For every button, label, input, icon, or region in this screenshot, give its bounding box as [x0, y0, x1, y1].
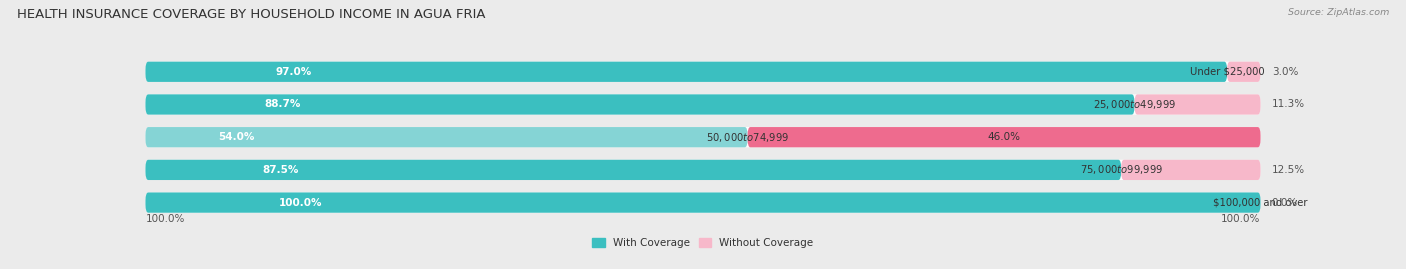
Text: 87.5%: 87.5%	[263, 165, 299, 175]
FancyBboxPatch shape	[145, 62, 1227, 82]
Text: $75,000 to $99,999: $75,000 to $99,999	[1080, 163, 1163, 176]
FancyBboxPatch shape	[145, 192, 1261, 213]
FancyBboxPatch shape	[145, 127, 748, 147]
Text: Under $25,000: Under $25,000	[1189, 67, 1264, 77]
FancyBboxPatch shape	[1121, 160, 1261, 180]
Text: 0.0%: 0.0%	[1271, 198, 1298, 208]
FancyBboxPatch shape	[1227, 62, 1261, 82]
FancyBboxPatch shape	[145, 160, 1121, 180]
FancyBboxPatch shape	[145, 160, 1261, 180]
Legend: With Coverage, Without Coverage: With Coverage, Without Coverage	[588, 234, 818, 252]
Text: HEALTH INSURANCE COVERAGE BY HOUSEHOLD INCOME IN AGUA FRIA: HEALTH INSURANCE COVERAGE BY HOUSEHOLD I…	[17, 8, 485, 21]
Text: 100.0%: 100.0%	[145, 214, 184, 224]
Text: $25,000 to $49,999: $25,000 to $49,999	[1092, 98, 1177, 111]
Text: 100.0%: 100.0%	[280, 198, 323, 208]
Text: Source: ZipAtlas.com: Source: ZipAtlas.com	[1288, 8, 1389, 17]
Text: $50,000 to $74,999: $50,000 to $74,999	[706, 131, 789, 144]
FancyBboxPatch shape	[145, 94, 1261, 115]
Text: 3.0%: 3.0%	[1271, 67, 1298, 77]
FancyBboxPatch shape	[145, 62, 1261, 82]
Text: 54.0%: 54.0%	[218, 132, 254, 142]
FancyBboxPatch shape	[748, 127, 1261, 147]
FancyBboxPatch shape	[145, 127, 1261, 147]
Text: 97.0%: 97.0%	[276, 67, 312, 77]
Text: 100.0%: 100.0%	[1222, 214, 1261, 224]
Text: 46.0%: 46.0%	[987, 132, 1021, 142]
FancyBboxPatch shape	[145, 192, 1261, 213]
Text: 88.7%: 88.7%	[264, 100, 301, 109]
Text: 11.3%: 11.3%	[1271, 100, 1305, 109]
Text: $100,000 and over: $100,000 and over	[1213, 198, 1308, 208]
FancyBboxPatch shape	[1135, 94, 1261, 115]
FancyBboxPatch shape	[145, 94, 1135, 115]
Text: 12.5%: 12.5%	[1271, 165, 1305, 175]
